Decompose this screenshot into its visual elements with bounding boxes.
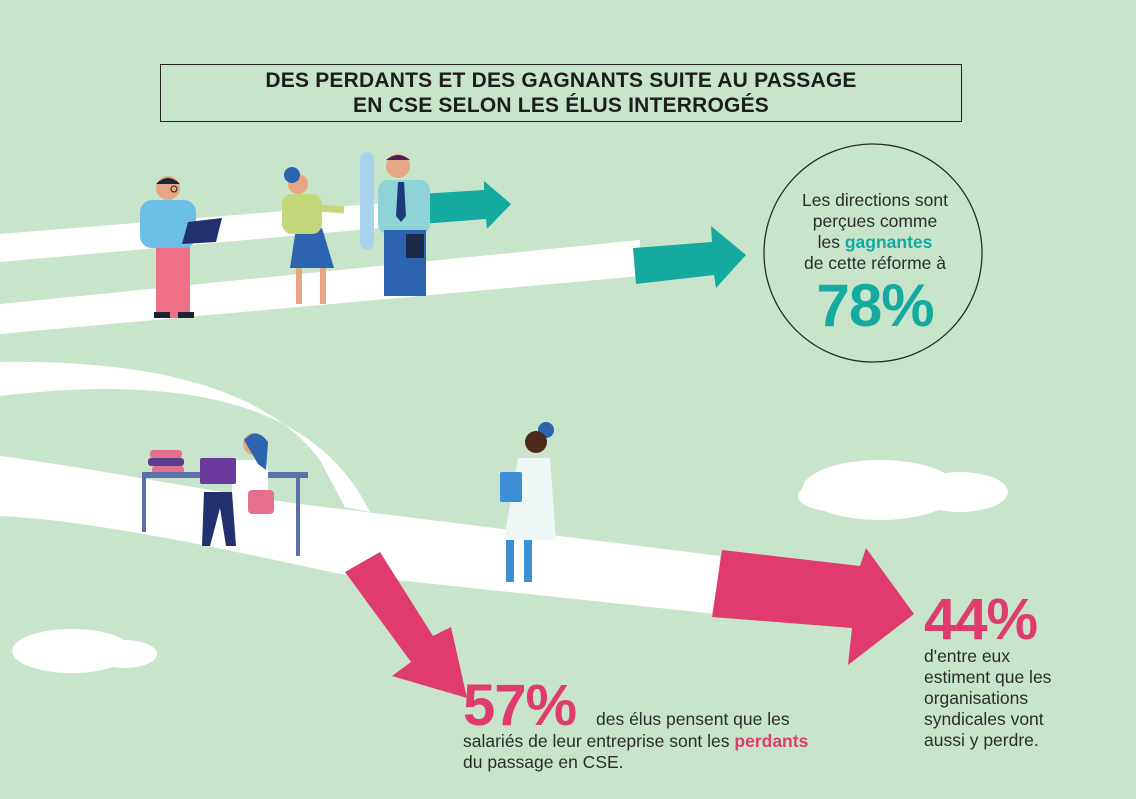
directions-text: Les directions sont perçues comme les ga… — [768, 190, 982, 274]
person-man-tie — [360, 152, 430, 296]
pink-arrow-down — [345, 552, 467, 698]
road-upper-1 — [0, 196, 470, 262]
directions-value: 78% — [816, 272, 934, 339]
cloud-left — [12, 629, 157, 673]
title-line-1: DES PERDANTS ET DES GAGNANTS SUITE AU PA… — [265, 69, 857, 92]
title-line-2: EN CSE SELON LES ÉLUS INTERROGÉS — [353, 94, 769, 117]
syndicats-line-3: organisations — [924, 688, 1029, 708]
directions-line-3: les gagnantes — [768, 232, 982, 253]
directions-line-1: Les directions sont — [802, 190, 948, 210]
road-lower-curve — [0, 361, 370, 512]
salaries-line-2-prefix: salariés de leur entreprise sont les — [463, 731, 735, 751]
syndicats-line-5: aussi y perdre. — [924, 730, 1039, 750]
syndicats-line-1: d'entre eux — [924, 646, 1011, 666]
salaries-line-1: des élus pensent que les — [596, 709, 790, 729]
salaries-line-2: salariés de leur entreprise sont les per… — [463, 731, 808, 752]
salaries-text: salariés de leur entreprise sont les per… — [463, 731, 808, 773]
directions-circle — [763, 143, 983, 363]
directions-line-4: de cette réforme à — [803, 253, 947, 273]
salaries-line-3: du passage en CSE. — [463, 752, 624, 772]
title-box: DES PERDANTS ET DES GAGNANTS SUITE AU PA… — [160, 64, 962, 122]
person-doctor — [500, 422, 556, 582]
syndicats-value: 44% — [924, 587, 1038, 652]
person-glasses-laptop — [140, 176, 222, 318]
road-lower-main — [0, 456, 720, 614]
person-woman-skirt — [282, 167, 345, 304]
syndicats-line-2: estiment que les — [924, 667, 1052, 687]
teal-arrow-big — [633, 226, 746, 288]
salaries-highlight: perdants — [734, 731, 809, 751]
directions-highlight: gagnantes — [844, 232, 933, 252]
pink-arrow-right — [712, 548, 914, 665]
cloud-right — [798, 460, 1008, 520]
syndicats-line-4: syndicales vont — [924, 709, 1044, 729]
salaries-value: 57% — [463, 673, 577, 738]
person-at-desk — [142, 433, 308, 556]
teal-arrow-small — [420, 181, 511, 229]
directions-line-3-prefix: les — [817, 232, 845, 252]
directions-line-2: perçues comme — [812, 211, 938, 231]
syndicats-text: d'entre eux estiment que les organisatio… — [924, 646, 1104, 751]
